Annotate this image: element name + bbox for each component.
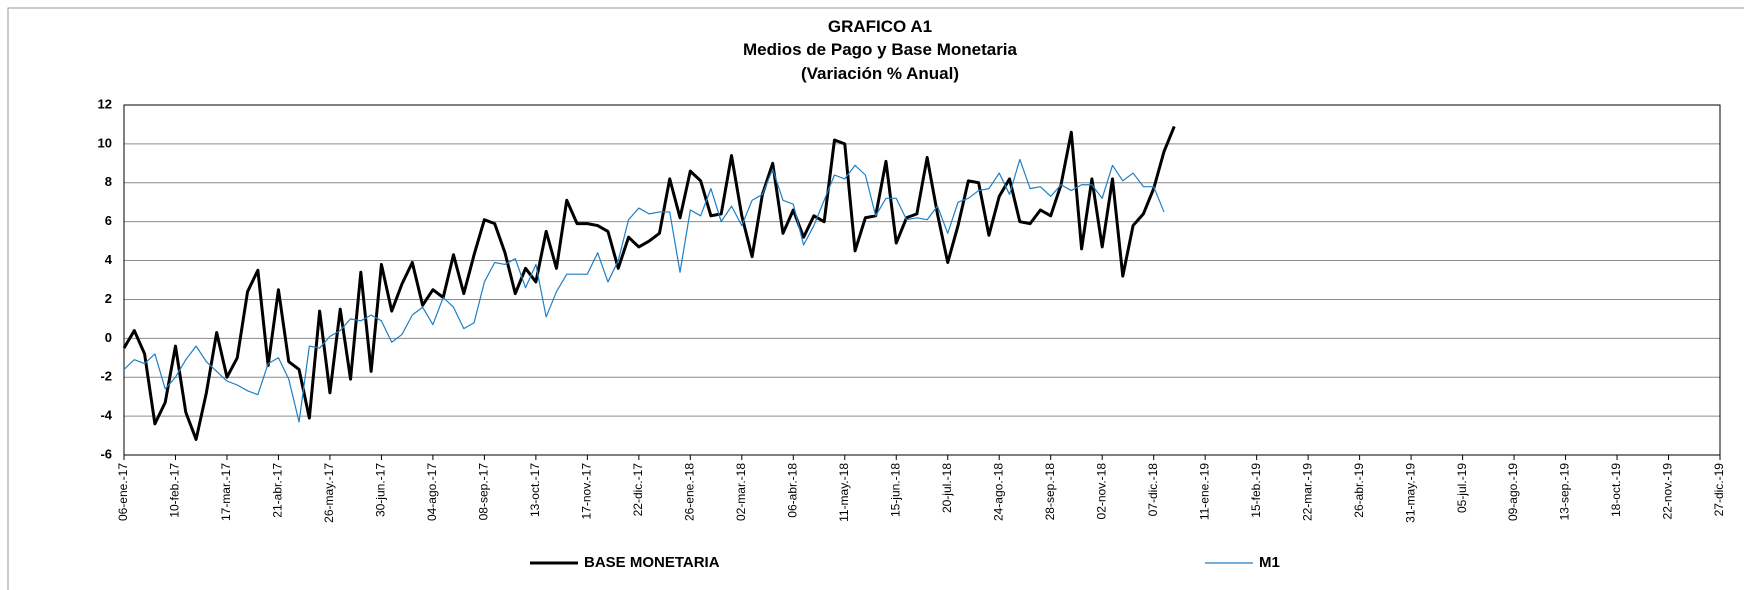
x-tick-label: 07-dic.-18: [1146, 463, 1160, 517]
x-tick-label: 31-may.-19: [1403, 463, 1417, 523]
x-tick-label: 17-nov.-17: [580, 463, 594, 520]
x-tick-label: 13-sep.-19: [1558, 463, 1572, 521]
x-tick-label: 20-jul.-18: [940, 463, 954, 513]
x-tick-label: 22-dic.-17: [631, 463, 645, 517]
y-tick-label: -4: [100, 408, 112, 423]
x-tick-label: 15-feb.-19: [1249, 463, 1263, 518]
x-tick-label: 04-ago.-17: [425, 463, 439, 521]
y-tick-label: -6: [100, 446, 112, 461]
chart-title: GRAFICO A1: [828, 17, 932, 36]
x-tick-label: 26-ene.-18: [682, 463, 696, 521]
y-tick-label: 6: [105, 213, 112, 228]
legend-label: M1: [1259, 554, 1280, 571]
line-series: [123, 158, 1165, 423]
chart-frame: [7, 7, 1744, 590]
x-tick-label: 02-nov.-18: [1094, 463, 1108, 520]
x-tick-label: 26-may.-17: [322, 463, 336, 523]
y-tick-label: 10: [98, 135, 112, 150]
legend-label: BASE MONETARIA: [584, 554, 720, 571]
x-tick-label: 15-jun.-18: [888, 463, 902, 517]
y-tick-label: 12: [98, 96, 112, 111]
x-tick-label: 09-ago.-19: [1506, 463, 1520, 521]
x-tick-label: 06-abr.-18: [785, 463, 799, 518]
x-tick-label: 21-abr.-17: [271, 463, 285, 518]
chart-title: (Variación % Anual): [801, 64, 959, 83]
chart-title: Medios de Pago y Base Monetaria: [743, 40, 1018, 59]
plot-area: [123, 104, 1721, 456]
x-tick-label: 02-mar.-18: [734, 463, 748, 521]
x-tick-label: 06-ene.-17: [116, 463, 130, 521]
x-tick-label: 10-feb.-17: [168, 463, 182, 518]
x-tick-label: 11-may.-18: [837, 463, 851, 522]
x-tick-label: 05-jul.-19: [1455, 463, 1469, 513]
y-tick-label: 2: [105, 291, 112, 306]
x-tick-label: 27-dic.-19: [1712, 463, 1726, 517]
x-tick-label: 13-oct.-17: [528, 463, 542, 517]
y-tick-label: 8: [105, 174, 112, 189]
x-tick-label: 26-abr.-19: [1352, 463, 1366, 518]
y-tick-label: 0: [105, 330, 112, 345]
x-tick-label: 30-jun.-17: [374, 463, 388, 517]
line-series: [122, 125, 1176, 441]
x-tick-label: 22-mar.-19: [1300, 463, 1314, 521]
x-tick-label: 24-ago.-18: [991, 463, 1005, 521]
x-tick-label: 28-sep.-18: [1043, 463, 1057, 521]
y-tick-label: 4: [105, 252, 113, 267]
y-tick-label: -2: [100, 369, 112, 384]
x-tick-label: 22-nov.-19: [1661, 463, 1675, 520]
x-tick-label: 18-oct.-19: [1609, 463, 1623, 517]
x-tick-label: 08-sep.-17: [477, 463, 491, 521]
x-tick-label: 11-ene.-19: [1197, 463, 1211, 520]
x-tick-label: 17-mar.-17: [219, 463, 233, 521]
